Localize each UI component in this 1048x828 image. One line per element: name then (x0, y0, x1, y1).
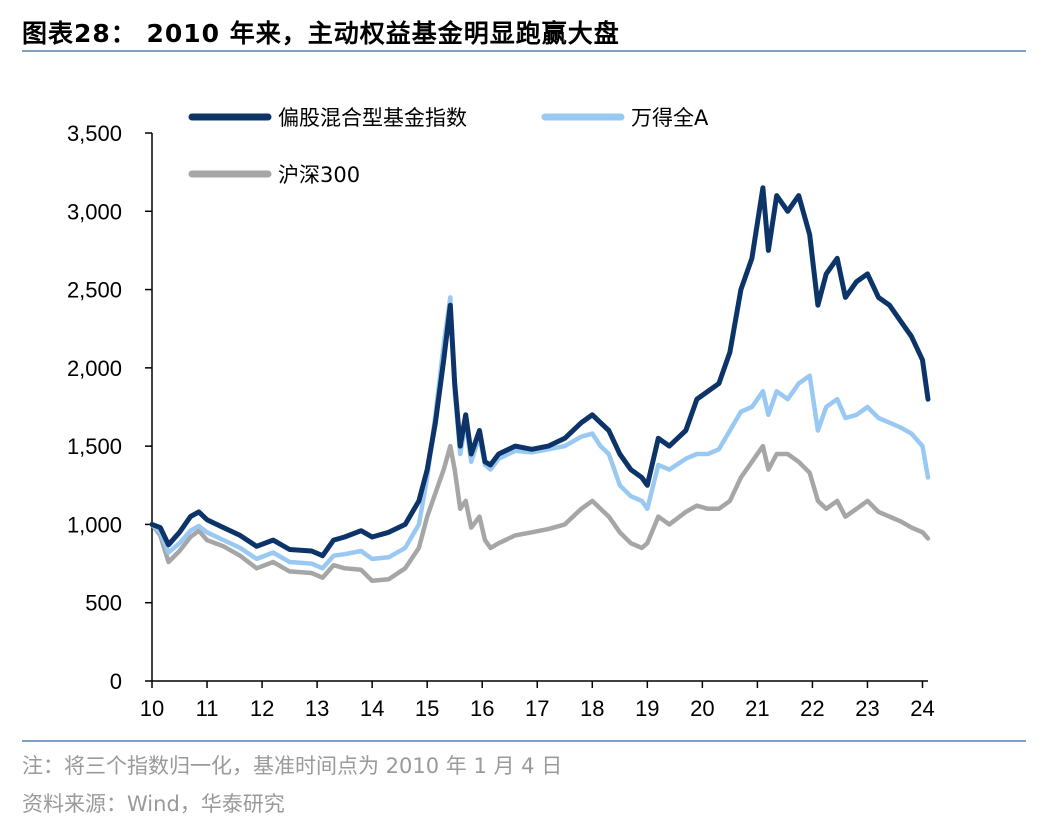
y-tick-label: 1,500 (67, 434, 122, 459)
chart-source: 资料来源：Wind，华泰研究 (22, 792, 285, 816)
y-tick-label: 500 (85, 591, 122, 616)
x-tick-label: 17 (525, 696, 549, 721)
legend-label-2: 万得全A (631, 106, 709, 130)
x-tick-label: 11 (196, 696, 219, 721)
legend-label-3: 沪深300 (278, 163, 360, 187)
x-tick-label: 19 (635, 696, 659, 721)
series-line-1 (149, 185, 931, 559)
line-chart: 0 500 1,000 1,500 2,000 2,500 3,000 3,500 10 11 12… (67, 106, 935, 721)
x-tick-label: 14 (360, 696, 384, 721)
y-tick-label: 3,000 (67, 199, 122, 224)
x-tick-label: 22 (800, 696, 824, 721)
legend-label-1: 偏股混合型基金指数 (278, 106, 467, 130)
x-tick-label: 20 (690, 696, 714, 721)
x-tick-label: 18 (580, 696, 604, 721)
series-line-2 (149, 295, 931, 571)
x-tick-label: 15 (415, 696, 439, 721)
series-line-3 (149, 443, 931, 584)
x-tick-label: 16 (470, 696, 494, 721)
y-tick-label: 3,500 (67, 121, 122, 146)
y-tick-label: 1,000 (67, 512, 122, 537)
footer-rule (22, 740, 1026, 742)
figure-title: 图表28： 2010 年来，主动权益基金明显跑赢大盘 (22, 19, 620, 48)
x-tick-label: 10 (140, 696, 164, 721)
x-tick-label: 21 (745, 696, 769, 721)
x-tick-label: 23 (855, 696, 879, 721)
y-tick-label: 0 (110, 669, 122, 694)
y-tick-label: 2,000 (67, 356, 122, 381)
x-tick-label: 12 (250, 696, 274, 721)
y-tick-label: 2,500 (67, 278, 122, 303)
chart-note: 注：将三个指数归一化，基准时间点为 2010 年 1 月 4 日 (22, 754, 563, 778)
x-tick-label: 24 (910, 696, 934, 721)
header-rule (22, 50, 1026, 52)
x-tick-label: 13 (305, 696, 329, 721)
